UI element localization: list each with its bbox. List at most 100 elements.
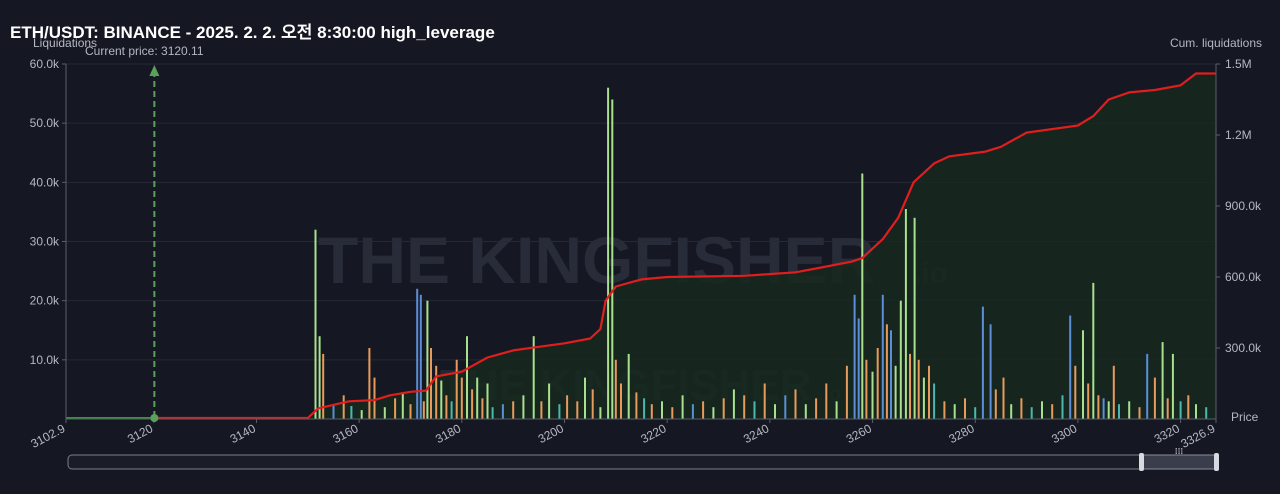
liquidation-bar-121 (1205, 407, 1208, 419)
liquidation-bar-36 (558, 404, 561, 419)
liquidation-bar-46 (627, 353, 630, 419)
y-tick-label-1: 20.0k (30, 294, 60, 308)
liquidation-bar-98 (1041, 401, 1043, 420)
x-tick-label-6: 3220 (638, 421, 668, 446)
liquidation-bar-105 (1092, 282, 1095, 419)
scrollbar-handle-right[interactable] (1214, 453, 1219, 471)
liquidation-bar-48 (643, 398, 646, 419)
y-axis-label: Liquidations (33, 36, 97, 50)
cumulative-line-layer (66, 72, 1216, 420)
liquidation-bar-14 (419, 294, 422, 420)
cumulative-fill-layer (66, 73, 1216, 419)
liquidation-bar-93 (994, 389, 997, 419)
scrollbar-track[interactable] (67, 454, 1219, 470)
y2-tick-label-3: 1.2M (1225, 128, 1252, 142)
liquidation-bar-115 (1161, 342, 1164, 419)
y2-axis-label: Cum. liquidations (1170, 36, 1262, 50)
liquidation-bar-27 (481, 398, 484, 419)
liquidation-bar-103 (1082, 330, 1084, 420)
liquidation-bar-81 (909, 353, 911, 419)
liquidation-bar-55 (712, 407, 715, 419)
liquidation-bar-106 (1097, 395, 1100, 419)
current-price-label: Current price: 3120.11 (85, 44, 204, 58)
liquidation-bar-109 (1112, 365, 1115, 420)
liquidation-bar-49 (650, 404, 653, 419)
liquidation-bar-1 (318, 336, 321, 419)
liquidation-bar-32 (522, 395, 525, 419)
liquidation-bar-101 (1069, 315, 1072, 419)
liquidation-bar-44 (614, 359, 617, 419)
x-tick-label-10: 3300 (1049, 421, 1079, 446)
y-tick-label-2: 30.0k (30, 235, 60, 249)
chart-title: ETH/USDT: BINANCE - 2025. 2. 2. 오전 8:30:… (10, 23, 495, 42)
liquidation-bar-22 (455, 359, 458, 419)
liquidation-bar-25 (471, 389, 474, 419)
liquidation-bar-64 (804, 404, 807, 419)
scrollbar-handle-left[interactable] (1139, 453, 1144, 471)
liquidation-bar-114 (1153, 377, 1156, 419)
liquidation-bar-18 (435, 365, 438, 420)
liquidation-bar-100 (1061, 395, 1064, 419)
liquidation-bar-0 (314, 229, 317, 419)
liquidation-bar-72 (865, 359, 868, 419)
x-tick-label-0: 3102.9 (28, 421, 67, 451)
liquidation-bar-91 (981, 306, 984, 419)
liquidation-bar-80 (904, 209, 907, 419)
liquidation-bar-15 (422, 401, 425, 420)
liquidation-bar-57 (732, 389, 735, 419)
liquidation-bar-26 (476, 377, 479, 419)
liquidation-bar-69 (853, 294, 856, 420)
cumulative-area (66, 73, 1216, 419)
y2-tick-label-4: 1.5M (1225, 57, 1252, 71)
x-tick-label-3: 3160 (330, 421, 360, 446)
x-tick-label-11: 3320 (1152, 421, 1182, 446)
y-tick-label-5: 60.0k (30, 57, 60, 71)
liquidation-bar-12 (409, 404, 412, 419)
scrollbar-thumb[interactable] (1140, 454, 1219, 470)
liquidation-bar-54 (702, 401, 705, 420)
liquidation-bar-68 (845, 365, 848, 420)
liquidation-bar-110 (1118, 404, 1120, 419)
liquidation-bar-102 (1074, 365, 1077, 420)
x-tick-label-12: 3326.9 (1178, 421, 1217, 451)
y2-tick-label-0: 300.0k (1225, 341, 1262, 355)
liquidation-bar-113 (1146, 353, 1149, 419)
liquidation-bar-73 (871, 371, 874, 419)
liquidation-bar-3 (332, 404, 335, 419)
current-price-dot (150, 414, 159, 422)
liquidation-bar-75 (881, 294, 884, 420)
liquidation-bar-119 (1187, 395, 1190, 419)
liquidation-bar-28 (486, 383, 489, 419)
liquidation-bar-47 (635, 392, 638, 419)
scrollbar-grip-icon: ⁞⁞⁞ (1175, 447, 1184, 457)
liquidation-bar-60 (763, 383, 766, 419)
y-tick-label-4: 50.0k (30, 116, 60, 130)
x-tick-label-1: 3120 (125, 421, 155, 446)
liquidation-bar-61 (774, 404, 776, 419)
liquidation-bar-35 (548, 383, 551, 419)
liquidation-bar-8 (373, 377, 376, 419)
liquidation-bar-71 (861, 173, 864, 419)
liquidation-bar-99 (1051, 404, 1054, 419)
liquidation-bar-58 (743, 395, 746, 419)
liquidation-bar-31 (512, 401, 515, 420)
current-price-arrow-icon (149, 65, 160, 76)
liquidation-bar-33 (532, 336, 535, 419)
liquidation-bar-112 (1138, 407, 1141, 419)
liquidation-bar-117 (1171, 353, 1174, 419)
liquidation-bar-76 (885, 324, 888, 419)
liquidation-bar-70 (857, 318, 860, 419)
liquidation-bar-56 (722, 398, 725, 419)
liquidation-bar-104 (1087, 383, 1090, 419)
liquidation-bar-42 (607, 87, 610, 419)
liquidation-bar-86 (933, 383, 936, 419)
x-tick-label-7: 3240 (741, 421, 771, 446)
liquidation-bar-30 (501, 404, 504, 419)
liquidation-bar-5 (350, 406, 353, 419)
range-scrollbar[interactable]: ⁞⁞⁞ (67, 447, 1219, 471)
liquidation-bar-6 (360, 410, 363, 419)
liquidation-bar-43 (611, 99, 614, 419)
liquidation-bar-62 (784, 395, 787, 419)
liquidation-bar-10 (394, 398, 397, 419)
